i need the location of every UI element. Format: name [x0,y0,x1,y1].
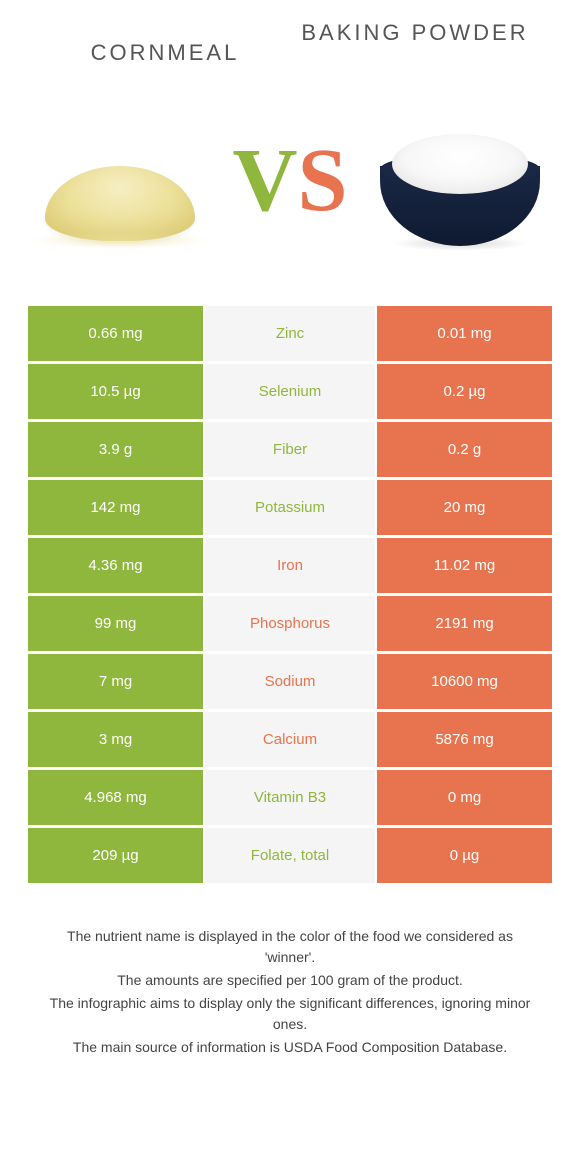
baking-powder-image [370,101,550,261]
table-row: 7 mgSodium10600 mg [28,654,552,709]
table-row: 10.5 µgSelenium0.2 µg [28,364,552,419]
left-value-cell: 3.9 g [28,422,203,477]
right-value-cell: 0 mg [377,770,552,825]
header-right: Baking powder [290,20,540,66]
right-value-cell: 10600 mg [377,654,552,709]
table-row: 99 mgPhosphorus2191 mg [28,596,552,651]
vs-v-letter: V [232,136,297,226]
table-row: 3.9 gFiber0.2 g [28,422,552,477]
footer-line-3: The infographic aims to display only the… [45,993,535,1035]
nutrient-label-cell: Iron [205,538,375,593]
nutrient-label-cell: Zinc [205,306,375,361]
footer-notes: The nutrient name is displayed in the co… [0,886,580,1058]
right-value-cell: 2191 mg [377,596,552,651]
left-value-cell: 10.5 µg [28,364,203,419]
left-value-cell: 7 mg [28,654,203,709]
bowl-icon [380,146,540,246]
left-value-cell: 4.36 mg [28,538,203,593]
nutrient-label-cell: Sodium [205,654,375,709]
left-value-cell: 0.66 mg [28,306,203,361]
right-value-cell: 0.01 mg [377,306,552,361]
nutrient-label-cell: Vitamin B3 [205,770,375,825]
nutrient-label-cell: Calcium [205,712,375,767]
footer-line-2: The amounts are specified per 100 gram o… [45,970,535,991]
right-value-cell: 0.2 g [377,422,552,477]
right-value-cell: 20 mg [377,480,552,535]
table-row: 209 µgFolate, total0 µg [28,828,552,883]
footer-line-1: The nutrient name is displayed in the co… [45,926,535,968]
right-value-cell: 0 µg [377,828,552,883]
table-row: 3 mgCalcium5876 mg [28,712,552,767]
vs-s-letter: S [297,136,347,226]
header-left: Cornmeal [40,20,290,66]
images-row: VS [0,76,580,306]
nutrient-label-cell: Selenium [205,364,375,419]
right-value-cell: 5876 mg [377,712,552,767]
nutrient-label-cell: Fiber [205,422,375,477]
left-food-title: Cornmeal [40,40,290,66]
right-value-cell: 0.2 µg [377,364,552,419]
left-value-cell: 4.968 mg [28,770,203,825]
table-row: 0.66 mgZinc0.01 mg [28,306,552,361]
right-value-cell: 11.02 mg [377,538,552,593]
vs-label: VS [232,136,347,226]
nutrient-label-cell: Folate, total [205,828,375,883]
footer-line-4: The main source of information is USDA F… [45,1037,535,1058]
left-value-cell: 99 mg [28,596,203,651]
left-value-cell: 142 mg [28,480,203,535]
cornmeal-image [30,101,210,261]
table-row: 4.36 mgIron11.02 mg [28,538,552,593]
left-value-cell: 3 mg [28,712,203,767]
cornmeal-pile-icon [45,166,195,241]
nutrient-label-cell: Phosphorus [205,596,375,651]
table-row: 142 mgPotassium20 mg [28,480,552,535]
comparison-table: 0.66 mgZinc0.01 mg10.5 µgSelenium0.2 µg3… [0,306,580,883]
right-food-title: Baking powder [290,20,540,46]
nutrient-label-cell: Potassium [205,480,375,535]
left-value-cell: 209 µg [28,828,203,883]
table-row: 4.968 mgVitamin B30 mg [28,770,552,825]
header: Cornmeal Baking powder [0,0,580,76]
